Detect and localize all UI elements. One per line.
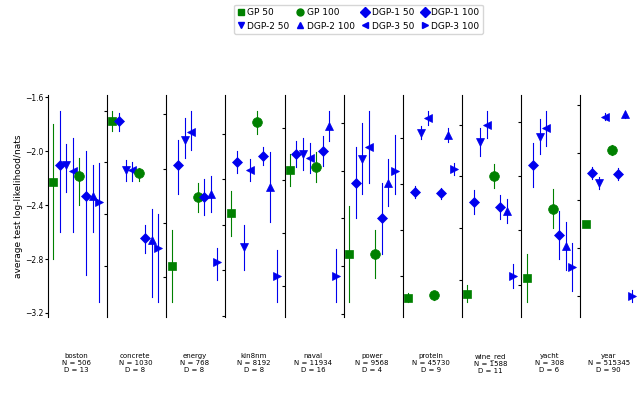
X-axis label: kin8nm
N = 8192
D = 8: kin8nm N = 8192 D = 8 [237, 353, 271, 373]
X-axis label: yacht
N = 308
D = 6: yacht N = 308 D = 6 [535, 353, 564, 373]
X-axis label: concrete
N = 1030
D = 8: concrete N = 1030 D = 8 [118, 353, 152, 373]
X-axis label: naval
N = 11934
D = 16: naval N = 11934 D = 16 [294, 353, 332, 373]
Y-axis label: average test log-likelihood/nats: average test log-likelihood/nats [13, 135, 22, 278]
X-axis label: protein
N = 45730
D = 9: protein N = 45730 D = 9 [412, 353, 450, 373]
X-axis label: boston
N = 506
D = 13: boston N = 506 D = 13 [61, 353, 91, 373]
X-axis label: power
N = 9568
D = 4: power N = 9568 D = 4 [355, 353, 388, 373]
Legend: GP 50, DGP-2 50, GP 100, DGP-2 100, DGP-1 50, DGP-3 50, DGP-1 100, DGP-3 100: GP 50, DGP-2 50, GP 100, DGP-2 100, DGP-… [234, 5, 483, 34]
X-axis label: year
N = 515345
D = 90: year N = 515345 D = 90 [588, 353, 630, 373]
X-axis label: wine_red
N = 1588
D = 11: wine_red N = 1588 D = 11 [474, 353, 507, 374]
X-axis label: energy
N = 768
D = 8: energy N = 768 D = 8 [180, 353, 209, 373]
